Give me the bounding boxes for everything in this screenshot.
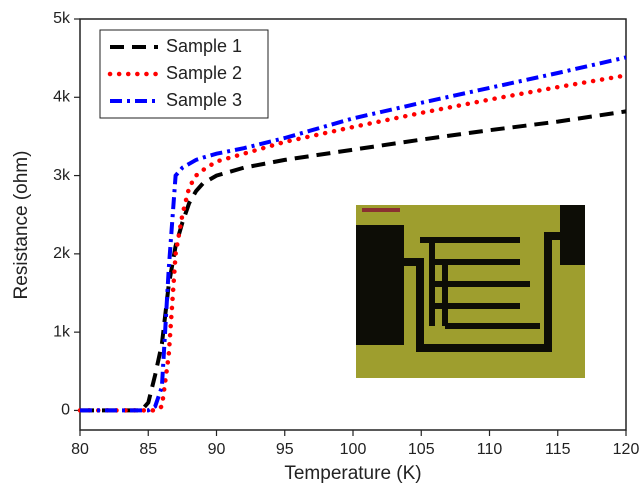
x-tick-label: 120 (613, 441, 640, 458)
y-tick-label: 4k (53, 89, 71, 106)
y-tick-label: 1k (53, 323, 71, 340)
x-tick-label: 95 (276, 441, 294, 458)
legend-label: Sample 1 (166, 36, 242, 56)
x-tick-label: 100 (340, 441, 367, 458)
x-tick-label: 90 (208, 441, 226, 458)
y-tick-label: 0 (61, 402, 70, 419)
y-axis-title: Resistance (ohm) (11, 151, 32, 300)
legend-label: Sample 2 (166, 63, 242, 83)
x-tick-label: 115 (545, 441, 571, 458)
y-tick-label: 2k (53, 245, 71, 262)
x-tick-label: 110 (477, 441, 503, 458)
y-tick-label: 3k (53, 167, 71, 184)
x-tick-label: 85 (139, 441, 157, 458)
legend-label: Sample 3 (166, 90, 242, 110)
y-tick-label: 5k (53, 10, 71, 27)
inset-micrograph (356, 205, 585, 378)
x-tick-label: 105 (408, 441, 435, 458)
series-line (80, 55, 627, 413)
x-axis-title: Temperature (K) (284, 463, 421, 484)
x-tick-label: 80 (71, 441, 89, 458)
